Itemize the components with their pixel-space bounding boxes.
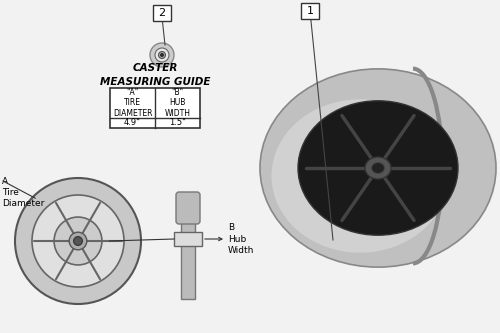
Circle shape: [32, 195, 124, 287]
Circle shape: [15, 178, 141, 304]
Ellipse shape: [298, 101, 458, 235]
Text: A
Tire
Diameter: A Tire Diameter: [2, 177, 44, 208]
Ellipse shape: [372, 163, 384, 173]
Ellipse shape: [272, 99, 448, 253]
Text: "B"
HUB
WIDTH: "B" HUB WIDTH: [164, 88, 190, 118]
Text: B
Hub
Width: B Hub Width: [228, 223, 254, 255]
Circle shape: [54, 217, 102, 265]
Ellipse shape: [160, 54, 164, 57]
Text: 4.9": 4.9": [124, 118, 141, 127]
Text: CASTER
MEASURING GUIDE: CASTER MEASURING GUIDE: [100, 63, 210, 87]
Ellipse shape: [150, 43, 174, 67]
Circle shape: [69, 232, 87, 250]
Text: "A"
TIRE
DIAMETER: "A" TIRE DIAMETER: [113, 88, 152, 118]
Ellipse shape: [158, 52, 166, 59]
Text: 2: 2: [158, 8, 166, 18]
Bar: [174, 232, 202, 246]
Text: 1.5": 1.5": [169, 118, 186, 127]
Bar: [153, 5, 171, 21]
FancyBboxPatch shape: [176, 192, 200, 224]
Bar: [301, 3, 319, 19]
Bar: [110, 88, 200, 128]
Bar: [181, 219, 195, 299]
Ellipse shape: [155, 48, 169, 62]
Circle shape: [74, 236, 82, 245]
Text: 1: 1: [306, 6, 314, 16]
Ellipse shape: [365, 157, 391, 179]
Ellipse shape: [260, 69, 496, 267]
